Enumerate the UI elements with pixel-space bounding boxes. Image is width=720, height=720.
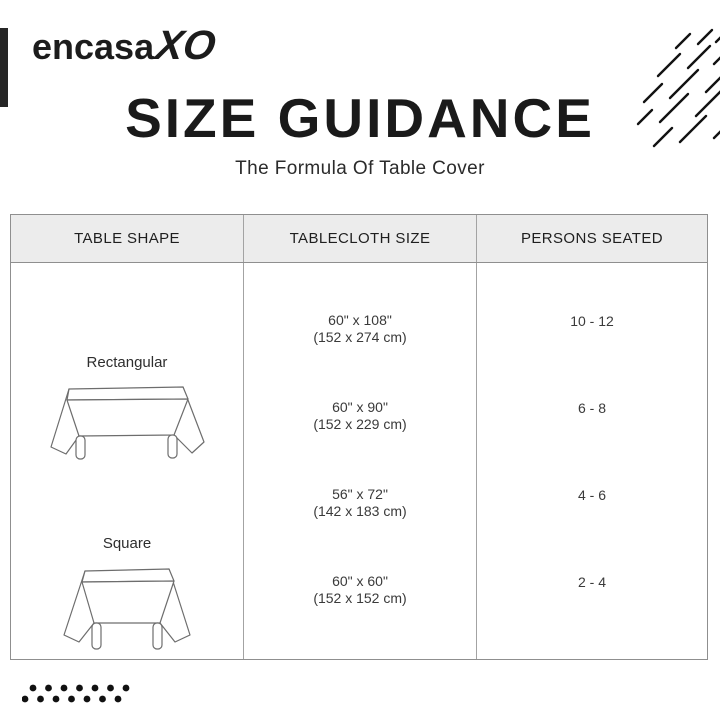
square-table-icon xyxy=(63,568,191,650)
size-inches: 60" x 60" xyxy=(332,572,388,589)
shape-label-rectangular: Rectangular xyxy=(86,354,168,371)
diagonal-stripes-icon xyxy=(636,28,720,148)
brand-logo-suffix: XO xyxy=(152,22,219,68)
size-cm: (152 x 274 cm) xyxy=(313,328,407,345)
persons-cell: 6 - 8 xyxy=(577,399,606,416)
dots-pattern-icon xyxy=(22,684,130,703)
size-cell: 60" x 60" (152 x 152 cm) xyxy=(244,546,476,633)
size-cell: 60" x 90" (152 x 229 cm) xyxy=(244,372,476,459)
column-header-table-shape: TABLE SHAPE xyxy=(74,230,180,247)
column-header-persons-seated: PERSONS SEATED xyxy=(476,215,707,262)
size-cm: (152 x 229 cm) xyxy=(313,415,407,432)
brand-logo-text: encasa xyxy=(32,26,155,67)
persons-cell: 4 - 6 xyxy=(577,486,606,503)
persons-cell: 10 - 12 xyxy=(570,312,614,329)
column-table-shape: Rectangular Square xyxy=(11,263,243,659)
size-inches: 60" x 90" xyxy=(332,398,388,415)
size-guide-table: TABLE SHAPE TABLECLOTH SIZE PERSONS SEAT… xyxy=(10,214,708,660)
shape-label-square: Square xyxy=(102,535,152,552)
page-title: SIZE GUIDANCE xyxy=(125,87,595,149)
table-header-row: TABLE SHAPE TABLECLOTH SIZE PERSONS SEAT… xyxy=(11,215,707,263)
size-cell: 56" x 72" (142 x 183 cm) xyxy=(244,459,476,546)
size-inches: 60" x 108" xyxy=(328,311,392,328)
size-inches: 56" x 72" xyxy=(332,485,388,502)
persons-cell: 2 - 4 xyxy=(577,573,606,590)
table-body: Rectangular Square xyxy=(11,263,707,659)
size-cell: 60" x 108" (152 x 274 cm) xyxy=(244,285,476,372)
size-cm: (152 x 152 cm) xyxy=(313,589,407,606)
page-subtitle: The Formula Of Table Cover xyxy=(235,158,485,179)
accent-bar xyxy=(0,28,8,107)
column-tablecloth-size: 60" x 108" (152 x 274 cm) 60" x 90" (152… xyxy=(243,263,476,659)
column-persons-seated: 10 - 12 6 - 8 4 - 6 2 - 4 xyxy=(476,263,707,659)
size-cm: (142 x 183 cm) xyxy=(313,502,407,519)
column-header-tablecloth-size: TABLECLOTH SIZE xyxy=(243,215,476,262)
brand-logo: encasaXO xyxy=(32,22,219,69)
rectangular-table-icon xyxy=(50,386,205,460)
